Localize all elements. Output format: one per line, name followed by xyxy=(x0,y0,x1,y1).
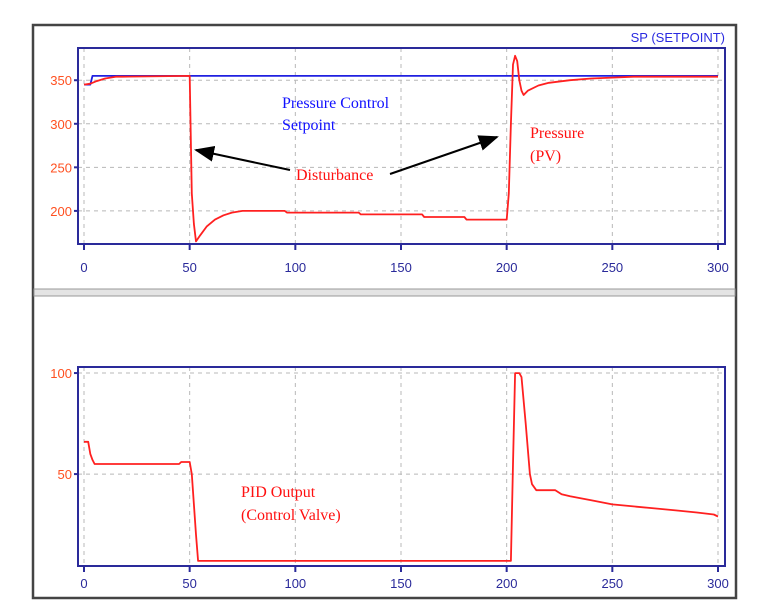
y-tick-label: 100 xyxy=(50,366,72,381)
x-tick-label: 200 xyxy=(496,576,518,591)
annotation-setpoint-line2: Setpoint xyxy=(282,117,336,134)
x-tick-label: 150 xyxy=(390,260,412,275)
plot-border xyxy=(77,47,726,245)
plot-border xyxy=(77,366,726,567)
plot-2: 0 50 100 150 200 250 300 50 100 xyxy=(50,366,729,591)
x-tick-label: 100 xyxy=(284,260,306,275)
x-tick-label: 50 xyxy=(182,260,196,275)
annotation-pid-line2: (Control Valve) xyxy=(241,507,341,524)
x-tick-label: 150 xyxy=(390,576,412,591)
y-tick-label: 350 xyxy=(50,73,72,88)
y-tick-label: 50 xyxy=(58,467,72,482)
y-tick-label: 200 xyxy=(50,204,72,219)
plot-1: 0 50 100 150 200 250 300 200 250 300 350 xyxy=(50,47,729,275)
y-tick-label: 300 xyxy=(50,117,72,132)
x-tick-label: 250 xyxy=(601,576,623,591)
annotation-pressure-line2: (PV) xyxy=(530,148,561,165)
x-tick-label: 250 xyxy=(601,260,623,275)
x-tick-label: 300 xyxy=(707,260,729,275)
annotation-pid-line1: PID Output xyxy=(241,484,316,501)
legend-sp-setpoint: SP (SETPOINT) xyxy=(631,30,725,45)
x-tick-label: 300 xyxy=(707,576,729,591)
series-line-pv xyxy=(83,54,718,243)
arrow-disturbance-left xyxy=(194,145,291,171)
annotation-pressure-line1: Pressure xyxy=(530,125,584,142)
series-line-out xyxy=(84,372,719,562)
pane-splitter[interactable] xyxy=(33,288,736,297)
x-tick-label: 100 xyxy=(284,576,306,591)
arrow-disturbance-right xyxy=(389,135,499,175)
x-tick-label: 200 xyxy=(496,260,518,275)
y-tick-label: 250 xyxy=(50,160,72,175)
x-tick-label: 0 xyxy=(80,576,87,591)
x-tick-label: 50 xyxy=(182,576,196,591)
annotation-disturbance: Disturbance xyxy=(296,167,373,184)
x-tick-label: 0 xyxy=(80,260,87,275)
annotation-setpoint-line1: Pressure Control xyxy=(282,95,390,112)
